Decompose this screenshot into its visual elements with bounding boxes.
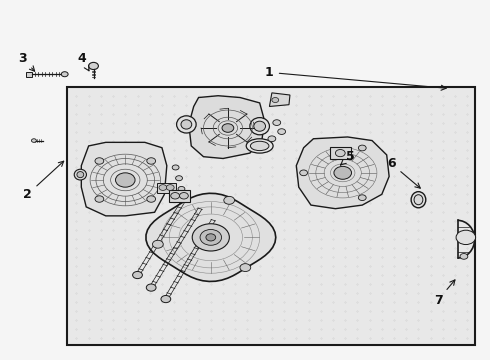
Circle shape bbox=[456, 230, 476, 244]
Bar bbox=[67, 87, 475, 345]
Circle shape bbox=[358, 145, 366, 151]
Text: 6: 6 bbox=[387, 157, 420, 188]
Circle shape bbox=[175, 176, 182, 181]
Circle shape bbox=[171, 193, 179, 199]
Circle shape bbox=[116, 173, 135, 187]
Circle shape bbox=[95, 196, 104, 202]
Circle shape bbox=[200, 229, 221, 245]
Text: 7: 7 bbox=[434, 280, 455, 307]
Circle shape bbox=[95, 158, 104, 164]
Text: 3: 3 bbox=[18, 51, 35, 71]
Ellipse shape bbox=[74, 169, 86, 180]
Bar bbox=[157, 183, 175, 193]
Circle shape bbox=[172, 165, 179, 170]
Circle shape bbox=[133, 271, 143, 279]
Circle shape bbox=[300, 170, 308, 176]
Text: 1: 1 bbox=[265, 66, 446, 90]
Circle shape bbox=[161, 296, 171, 303]
Circle shape bbox=[178, 186, 185, 192]
Ellipse shape bbox=[246, 139, 273, 153]
Circle shape bbox=[240, 264, 251, 271]
Ellipse shape bbox=[250, 118, 270, 135]
Bar bbox=[330, 147, 351, 159]
Circle shape bbox=[152, 240, 163, 248]
Circle shape bbox=[179, 193, 188, 199]
Circle shape bbox=[192, 224, 229, 251]
Polygon shape bbox=[270, 93, 290, 107]
Circle shape bbox=[206, 234, 216, 241]
Circle shape bbox=[147, 196, 156, 202]
Text: 5: 5 bbox=[341, 150, 354, 165]
Circle shape bbox=[89, 62, 98, 69]
Circle shape bbox=[61, 72, 68, 77]
Bar bbox=[169, 190, 190, 202]
Polygon shape bbox=[189, 96, 265, 158]
Circle shape bbox=[278, 129, 286, 134]
Circle shape bbox=[268, 136, 276, 141]
Ellipse shape bbox=[176, 116, 196, 133]
Circle shape bbox=[273, 120, 281, 126]
Text: 4: 4 bbox=[77, 51, 89, 71]
Ellipse shape bbox=[77, 172, 84, 178]
Circle shape bbox=[159, 185, 167, 190]
Text: 2: 2 bbox=[23, 161, 64, 201]
Ellipse shape bbox=[414, 195, 423, 205]
Circle shape bbox=[334, 166, 351, 179]
Circle shape bbox=[272, 98, 279, 103]
Circle shape bbox=[147, 284, 156, 291]
Polygon shape bbox=[146, 193, 276, 282]
Circle shape bbox=[147, 158, 156, 164]
Circle shape bbox=[166, 185, 174, 190]
Circle shape bbox=[224, 196, 235, 204]
Bar bbox=[26, 72, 32, 77]
Circle shape bbox=[358, 195, 366, 201]
Circle shape bbox=[31, 139, 36, 142]
Circle shape bbox=[335, 149, 345, 157]
Ellipse shape bbox=[250, 141, 269, 150]
Ellipse shape bbox=[254, 121, 266, 131]
Ellipse shape bbox=[411, 192, 426, 208]
Polygon shape bbox=[81, 142, 167, 216]
Circle shape bbox=[460, 253, 468, 259]
Circle shape bbox=[222, 124, 234, 132]
Ellipse shape bbox=[181, 120, 192, 129]
Polygon shape bbox=[296, 137, 389, 209]
